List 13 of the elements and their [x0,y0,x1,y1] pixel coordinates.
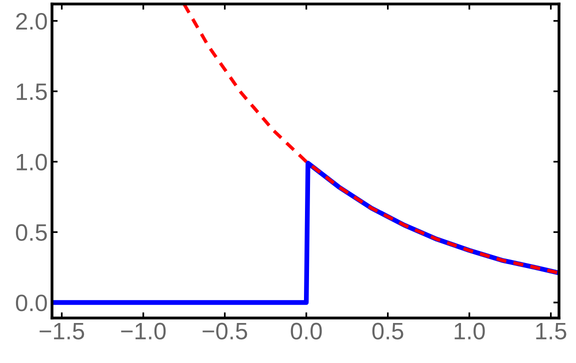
y-tick-label: 0.0 [16,294,47,312]
x-tick-label: −0.5 [202,322,248,340]
x-tick-label: 1.5 [536,323,566,340]
line-series [182,4,559,275]
x-tick-label: 1.0 [454,322,485,340]
x-tick-label: 0.5 [372,322,404,340]
y-tick-label: 2.0 [16,12,47,30]
x-tick-label: 0.0 [290,322,322,340]
x-tick-label: −1.5 [40,323,84,340]
y-tick-label: 1.5 [16,84,47,100]
y-tick-label: 0.5 [16,224,47,241]
x-tick-label: −1.0 [121,322,166,340]
y-tick-label: 1.0 [16,154,47,170]
